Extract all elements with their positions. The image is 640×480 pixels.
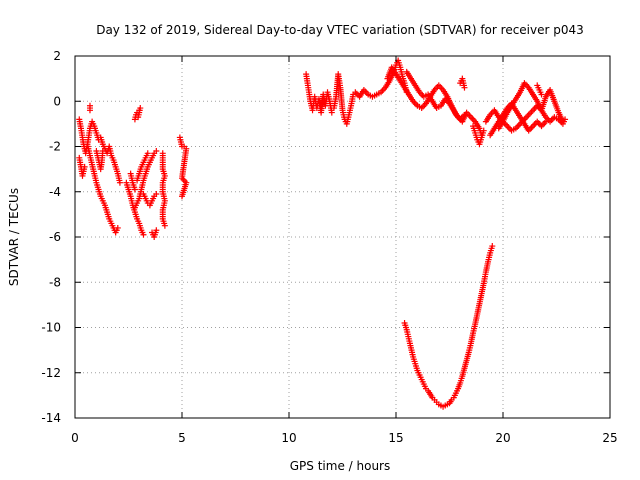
data-point [153, 191, 160, 198]
x-axis-label: GPS time / hours [290, 459, 391, 473]
y-axis-ticks: 2 0 -2 -4 -6 -8 -10 -12 -14 [41, 49, 610, 425]
data-point [81, 163, 88, 170]
y-tick-label: -4 [49, 185, 61, 199]
y-tick-label: 0 [53, 94, 61, 108]
data-point [161, 222, 168, 229]
data-point [114, 224, 121, 231]
x-tick-label: 20 [495, 431, 510, 445]
data-point [328, 109, 335, 116]
data-point [542, 118, 549, 125]
data-point [480, 127, 487, 134]
y-tick-label: -10 [41, 321, 61, 335]
data-points [76, 57, 569, 410]
x-axis-ticks: 0 5 10 15 20 25 [71, 56, 618, 445]
data-point [153, 148, 160, 155]
y-tick-label: -12 [41, 366, 61, 380]
data-point [144, 150, 151, 157]
data-point [131, 186, 138, 193]
data-point [86, 107, 93, 114]
x-tick-label: 5 [178, 431, 186, 445]
y-tick-label: -2 [49, 140, 61, 154]
data-point [538, 91, 545, 98]
data-point [99, 148, 106, 155]
data-point [179, 193, 185, 200]
y-axis-label: SDTVAR / TECUs [7, 188, 21, 286]
data-point [461, 84, 468, 91]
data-point [140, 231, 147, 238]
y-tick-label: -8 [49, 275, 61, 289]
data-point [559, 118, 566, 125]
y-tick-label: -14 [41, 411, 61, 425]
x-tick-label: 25 [602, 431, 617, 445]
x-tick-label: 15 [388, 431, 403, 445]
chart-title: Day 132 of 2019, Sidereal Day-to-day VTE… [96, 23, 584, 37]
data-point [135, 114, 142, 121]
data-point [489, 243, 496, 250]
data-point [116, 179, 123, 186]
x-tick-label: 0 [71, 431, 79, 445]
data-point [153, 227, 160, 234]
y-tick-label: 2 [53, 49, 61, 63]
x-tick-label: 10 [281, 431, 296, 445]
y-tick-label: -6 [49, 230, 61, 244]
